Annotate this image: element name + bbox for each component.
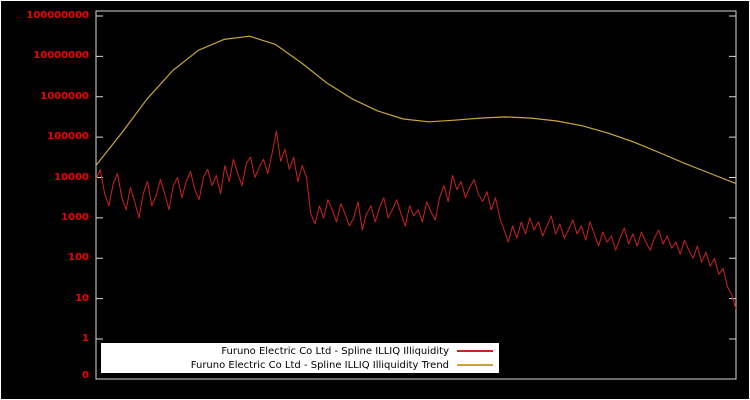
- y-axis-tick-label: 10: [75, 292, 89, 304]
- legend: Furuno Electric Co Ltd - Spline ILLIQ Il…: [101, 343, 499, 373]
- legend-label-illiquidity: Furuno Electric Co Ltd - Spline ILLIQ Il…: [221, 345, 449, 357]
- y-axis-tick-label: 10000: [54, 171, 89, 183]
- legend-item-illiquidity: Furuno Electric Co Ltd - Spline ILLIQ Il…: [101, 345, 499, 358]
- legend-label-trend: Furuno Electric Co Ltd - Spline ILLIQ Il…: [190, 359, 449, 371]
- legend-line-sample-trend: [457, 364, 493, 366]
- trend-line: [95, 35, 737, 185]
- y-axis-labels: 100000000 10000000 1000000 100000 10000 1000 1…: [1, 1, 91, 399]
- y-axis-tick-label: 10000000: [33, 50, 89, 62]
- y-axis-tick-label: 1000: [61, 211, 89, 223]
- y-axis-tick-label: 100: [68, 252, 89, 264]
- y-axis-tick-label: 0: [82, 370, 89, 381]
- legend-item-trend: Furuno Electric Co Ltd - Spline ILLIQ Il…: [101, 359, 499, 372]
- y-axis-tick-label: 100000: [47, 131, 89, 143]
- plot-frame: [95, 10, 737, 380]
- series-lines: [95, 35, 737, 309]
- legend-line-sample-illiquidity: [457, 350, 493, 352]
- y-axis-tick-label: 100000000: [26, 10, 89, 21]
- illiquidity-line: [95, 130, 737, 309]
- y-axis-tick-label: 1: [82, 333, 89, 344]
- axis-ticks: [96, 15, 736, 340]
- y-axis-tick-label: 1000000: [40, 90, 89, 102]
